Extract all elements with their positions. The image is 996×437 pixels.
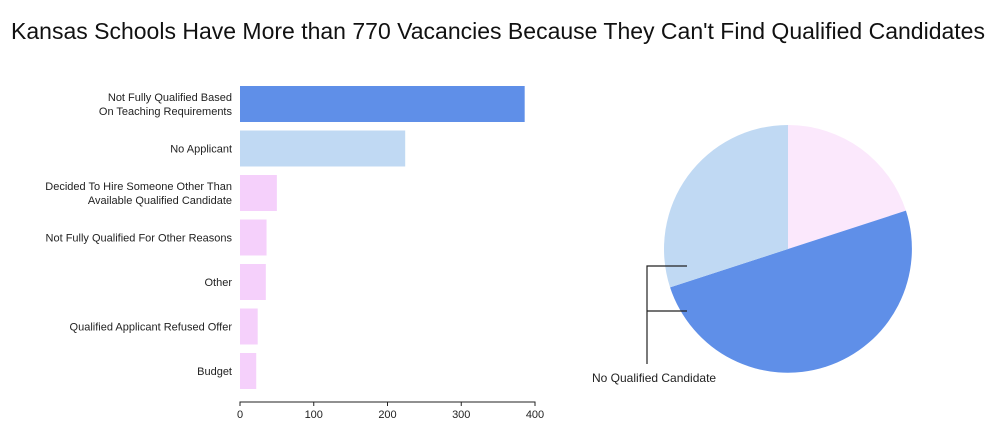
bar-2 [240,175,277,211]
pie-slice-1 [670,210,912,373]
bar-5 [240,308,258,345]
bar-chart: Not Fully Qualified Based On Teaching Req… [45,86,544,421]
x-tick-label-1: 100 [305,409,323,421]
pie-slice-2 [664,125,788,288]
bar-0 [240,86,525,122]
category-label-0-line-0: Not Fully Qualified Based [108,92,232,104]
annotation-bracket [646,265,687,364]
x-tick-label-2: 200 [378,409,396,421]
x-tick-label-4: 400 [526,409,544,421]
bar-1 [240,130,406,167]
bar-6 [240,353,257,389]
pie-slice-0 [788,125,906,249]
bar-4 [240,264,266,300]
category-label-4: Other [204,277,232,289]
category-label-5: Qualified Applicant Refused Offer [70,322,233,334]
pie-chart: No Qualified Candidate [592,125,912,385]
category-label-6: Budget [197,366,232,378]
pie-annotation-label: No Qualified Candidate [592,371,716,385]
chart-title: Kansas Schools Have More than 770 Vacanc… [11,18,985,44]
bar-3 [240,219,267,256]
category-label-2-line-1: Available Qualified Candidate [88,195,232,207]
category-label-3: Not Fully Qualified For Other Reasons [46,233,233,245]
category-label-1: No Applicant [170,144,232,156]
x-tick-label-3: 300 [452,409,470,421]
category-label-2-line-0: Decided To Hire Someone Other Than [45,181,232,193]
x-tick-label-0: 0 [237,409,243,421]
category-label-0-line-1: On Teaching Requirements [99,106,233,118]
